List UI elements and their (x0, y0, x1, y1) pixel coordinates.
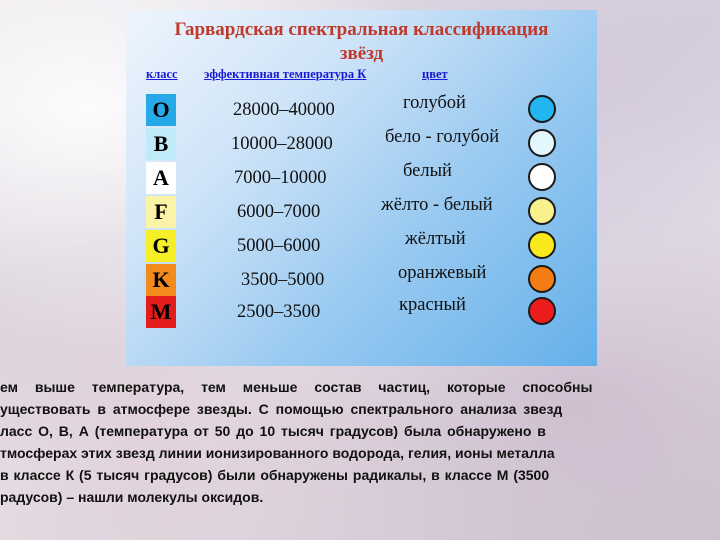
color-name: бело - голубой (385, 127, 500, 147)
color-swatch-circle (528, 297, 556, 325)
color-swatch-circle (528, 197, 556, 225)
color-name: жёлтый (405, 229, 466, 249)
classification-panel: Гарвардская спектральная классификация з… (126, 10, 597, 366)
body-line: радусов) – нашли молекулы оксидов. (0, 489, 264, 505)
header-temperature: эффективная температура К (204, 67, 367, 81)
temperature-range: 28000–40000 (233, 100, 335, 120)
color-swatch-circle (528, 129, 556, 157)
color-swatch-circle (528, 163, 556, 191)
class-letter-M: M (146, 296, 176, 328)
color-name: красный (399, 295, 466, 315)
class-letter-F: F (146, 196, 176, 228)
color-name: белый (403, 161, 452, 181)
temperature-range: 2500–3500 (237, 302, 321, 322)
temperature-range: 6000–7000 (237, 202, 321, 222)
color-swatch-circle (528, 95, 556, 123)
body-line: уществовать в атмосфере звезды. С помощь… (0, 401, 563, 417)
class-letter-K: K (146, 264, 176, 296)
class-letter-A: A (146, 162, 176, 194)
temperature-range: 3500–5000 (241, 270, 325, 290)
class-letter-G: G (146, 230, 176, 262)
body-line: ласс О, В, А (температура от 50 до 10 ты… (0, 423, 546, 439)
color-name: жёлто - белый (381, 195, 493, 215)
color-swatch-circle (528, 231, 556, 259)
color-name: оранжевый (398, 263, 487, 283)
class-letter-B: B (146, 128, 176, 160)
body-line: в классе К (5 тысяч градусов) были обнар… (0, 467, 550, 483)
header-class: класс (146, 67, 178, 81)
panel-title-line2: звёзд (339, 43, 384, 64)
temperature-range: 7000–10000 (234, 168, 327, 188)
temperature-range: 10000–28000 (231, 134, 333, 154)
class-letter-O: O (146, 94, 176, 126)
header-color: цвет (422, 67, 448, 81)
body-line: тмосферах этих звезд линии ионизированно… (0, 445, 555, 461)
panel-title-line1: Гарвардская спектральная классификация (174, 19, 549, 40)
color-swatch-circle (528, 265, 556, 293)
body-paragraph: ем выше температура, тем меньше состав ч… (0, 376, 720, 506)
temperature-range: 5000–6000 (237, 236, 321, 256)
color-name: голубой (403, 93, 466, 113)
body-line: ем выше температура, тем меньше состав ч… (0, 379, 593, 395)
